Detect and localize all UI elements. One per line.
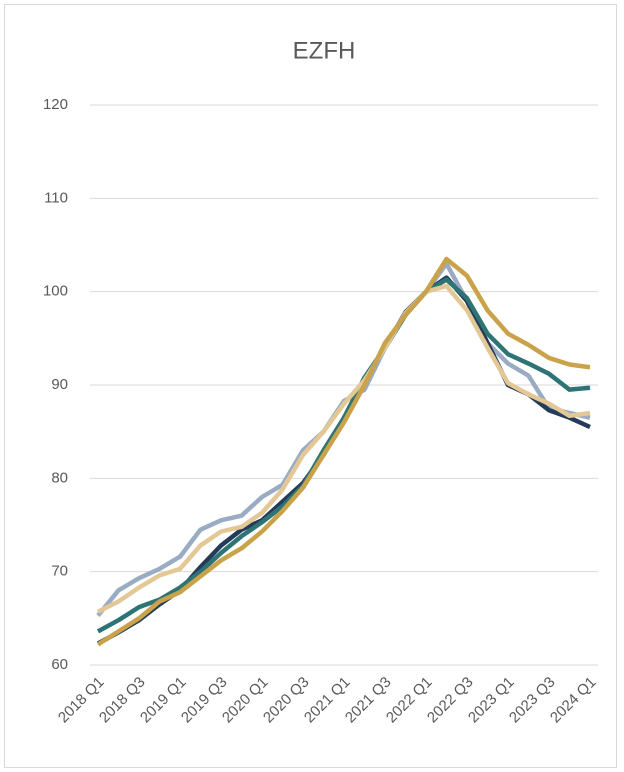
y-tick-label: 100 — [43, 283, 68, 300]
line-series — [96, 256, 591, 647]
chart-title: EZFH — [293, 37, 356, 64]
y-tick-label: 60 — [51, 656, 68, 673]
y-tick-label: 70 — [51, 563, 68, 580]
chart-border — [4, 4, 617, 768]
y-tick-label: 80 — [51, 469, 68, 486]
y-tick-label: 120 — [43, 96, 68, 113]
y-tick-label: 90 — [51, 376, 68, 393]
y-tick-label: 110 — [44, 189, 68, 206]
line-series — [96, 283, 591, 614]
